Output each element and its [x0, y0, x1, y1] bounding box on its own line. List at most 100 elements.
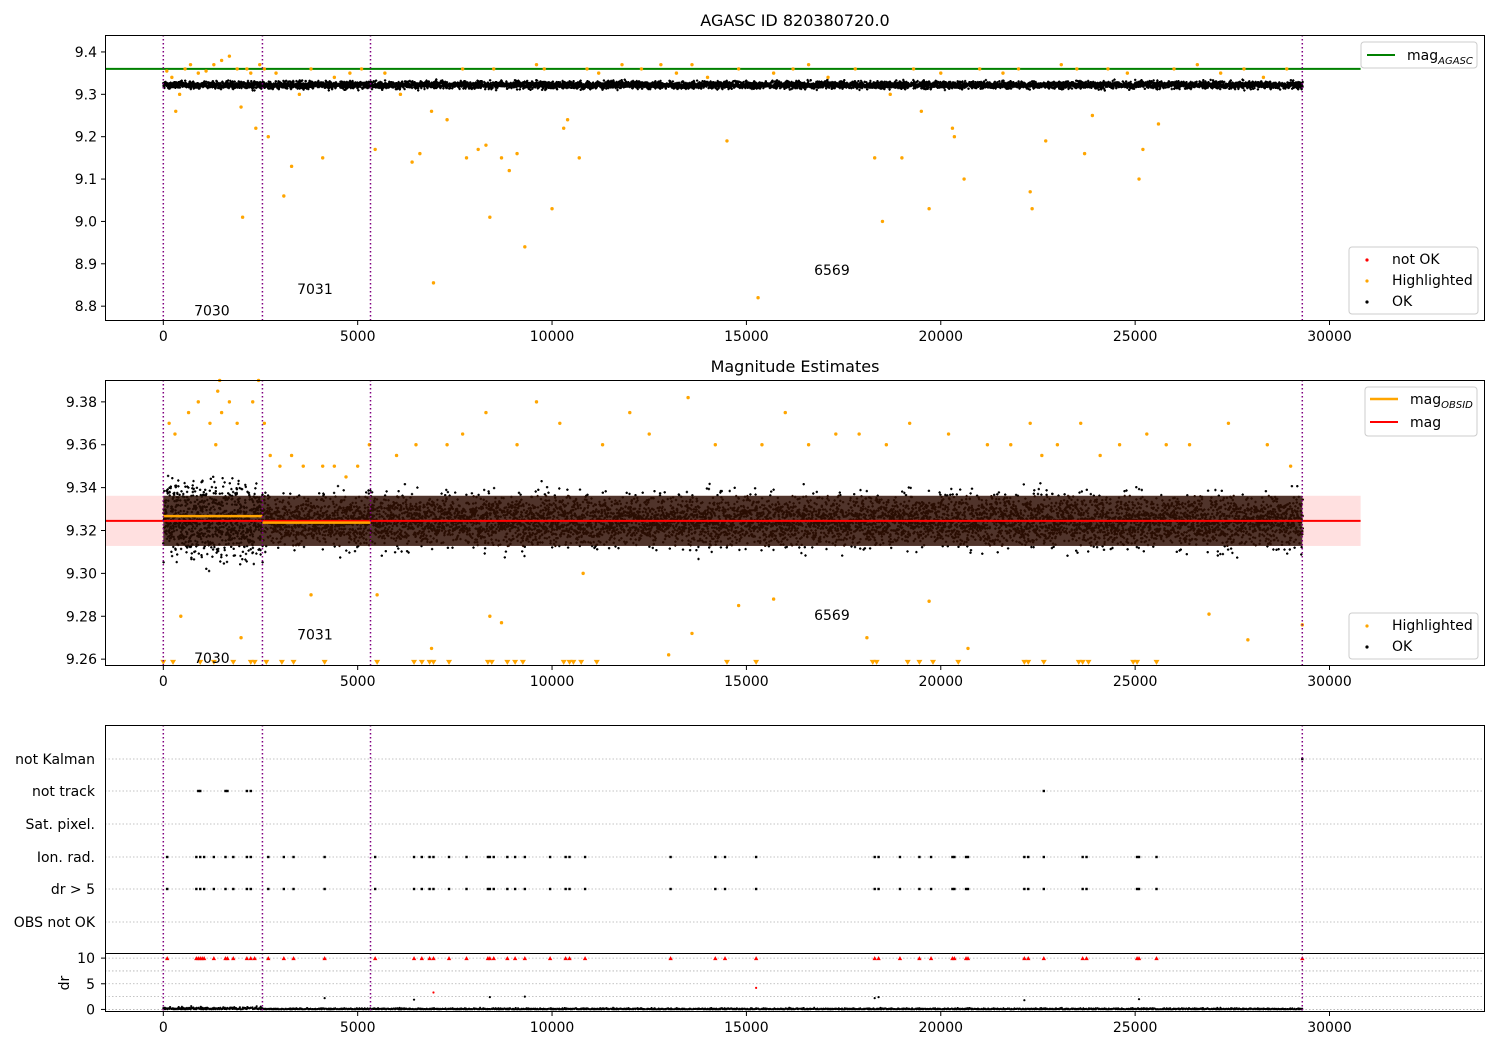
- highlighted-point: [919, 109, 924, 113]
- flag-point: [492, 855, 495, 859]
- below-range-marker: [570, 659, 577, 665]
- below-range-marker: [488, 659, 495, 665]
- flag-point: [165, 855, 169, 859]
- highlighted-point: [1137, 177, 1141, 181]
- highlighted-point: [289, 164, 294, 169]
- flag-point: [224, 887, 227, 891]
- dr-tick-label: 10: [77, 951, 95, 967]
- flag-category-label: Sat. pixel.: [26, 817, 95, 833]
- highlighted-point: [289, 453, 294, 458]
- highlighted-point: [174, 109, 178, 113]
- highlighted-point: [258, 62, 262, 67]
- highlighted-point: [1106, 67, 1110, 71]
- highlighted-point: [165, 69, 169, 73]
- highlighted-point: [1218, 71, 1223, 75]
- highlighted-point: [484, 143, 488, 147]
- magnitude-title: Magnitude Estimates: [711, 357, 880, 376]
- below-range-marker: [278, 659, 285, 665]
- flag-point: [212, 855, 216, 859]
- below-range-marker: [593, 659, 600, 665]
- highlighted-point: [240, 215, 245, 219]
- highlighted-point: [320, 156, 325, 160]
- y-axis-ticks: 8.8 8.9 9.0 9.1 9.2 9.3 9.4: [75, 45, 105, 315]
- y-tick-label: 9.4: [75, 45, 97, 61]
- flag-point: [1081, 887, 1084, 891]
- flag-point: [873, 887, 876, 891]
- flag-point: [323, 855, 326, 859]
- flag-point: [966, 855, 970, 859]
- flag-point: [1135, 887, 1139, 891]
- flag-point: [951, 887, 954, 891]
- dr-outlier-point: [877, 996, 880, 999]
- highlighted-point: [900, 156, 904, 160]
- dr-clipped-marker: [427, 956, 432, 961]
- dr-clipped-marker: [722, 956, 728, 961]
- highlighted-point: [262, 421, 267, 426]
- dr-clipped-marker: [446, 956, 452, 961]
- highlighted-point: [927, 599, 931, 603]
- highlighted-point: [212, 62, 216, 67]
- highlighted-point: [239, 105, 243, 109]
- highlighted-point: [1075, 67, 1079, 71]
- highlighted-point: [1226, 421, 1231, 426]
- legend-label-highlighted: Highlighted: [1392, 618, 1473, 634]
- flag-point: [548, 855, 552, 859]
- highlighted-point: [946, 432, 951, 436]
- highlighted-point: [523, 245, 527, 249]
- highlighted-point: [939, 71, 943, 75]
- dr-clipped-marker: [1136, 956, 1142, 961]
- highlighted-point: [499, 156, 504, 160]
- highlighted-point: [1187, 443, 1192, 447]
- flag-point: [513, 887, 517, 891]
- flag-point: [754, 855, 758, 859]
- dr-clipped-marker: [897, 956, 903, 961]
- flag-point: [1155, 855, 1158, 859]
- highlighted-point: [806, 443, 811, 447]
- y-tick-label: 9.1: [75, 172, 97, 188]
- y-axis-ticks: 9.26 9.28 9.30 9.32 9.34 9.36 9.38: [66, 395, 105, 668]
- x-tick-label: 25000: [1113, 674, 1158, 690]
- highlighted-point: [1261, 75, 1266, 80]
- dr-clipped-marker: [547, 956, 553, 961]
- flag-point: [492, 887, 495, 891]
- highlighted-point: [966, 646, 970, 651]
- highlighted-point: [1242, 67, 1246, 71]
- highlighted-point: [880, 219, 885, 224]
- flag-point: [1085, 887, 1088, 891]
- legend-label-ok: OK: [1392, 639, 1413, 655]
- highlighted-point: [534, 62, 539, 67]
- below-range-marker: [321, 659, 328, 665]
- agasc-panel: AGASC ID 820380720.0 7030 7031 6569 0 5000 1…: [75, 11, 1485, 345]
- below-range-marker: [566, 659, 573, 665]
- highlighted-point: [1098, 453, 1102, 458]
- highlighted-point: [562, 126, 566, 130]
- flag-point: [486, 887, 490, 891]
- below-range-marker: [290, 659, 297, 665]
- dr-clipped-marker: [928, 956, 934, 961]
- dr-clipped-marker: [1080, 956, 1085, 961]
- highlighted-point: [499, 620, 504, 625]
- flag-point: [564, 887, 567, 891]
- flag-point: [548, 887, 552, 891]
- below-range-marker: [374, 659, 381, 665]
- flag-point: [1023, 887, 1026, 891]
- magnitude-axes-frame: [105, 380, 1485, 666]
- highlighted-point: [188, 62, 193, 67]
- below-range-marker: [230, 659, 237, 665]
- dr-outlier-point: [755, 986, 758, 989]
- flag-point: [199, 789, 202, 793]
- flag-point: [583, 855, 587, 859]
- highlighted-point: [558, 421, 562, 426]
- highlighted-point: [690, 62, 694, 67]
- x-tick-label: 0: [159, 674, 168, 690]
- obsid-label: 7030: [194, 651, 230, 667]
- flag-point: [292, 855, 295, 859]
- flag-point: [245, 887, 249, 891]
- highlighted-point: [690, 631, 694, 636]
- legend-box: [1360, 41, 1478, 69]
- highlighted-point: [301, 464, 305, 468]
- legend-box: [1348, 246, 1479, 315]
- dr-clipped-marker: [225, 956, 230, 961]
- highlighted-point: [359, 67, 364, 71]
- magnitude-marker-legend: Highlighted OK: [1348, 612, 1479, 660]
